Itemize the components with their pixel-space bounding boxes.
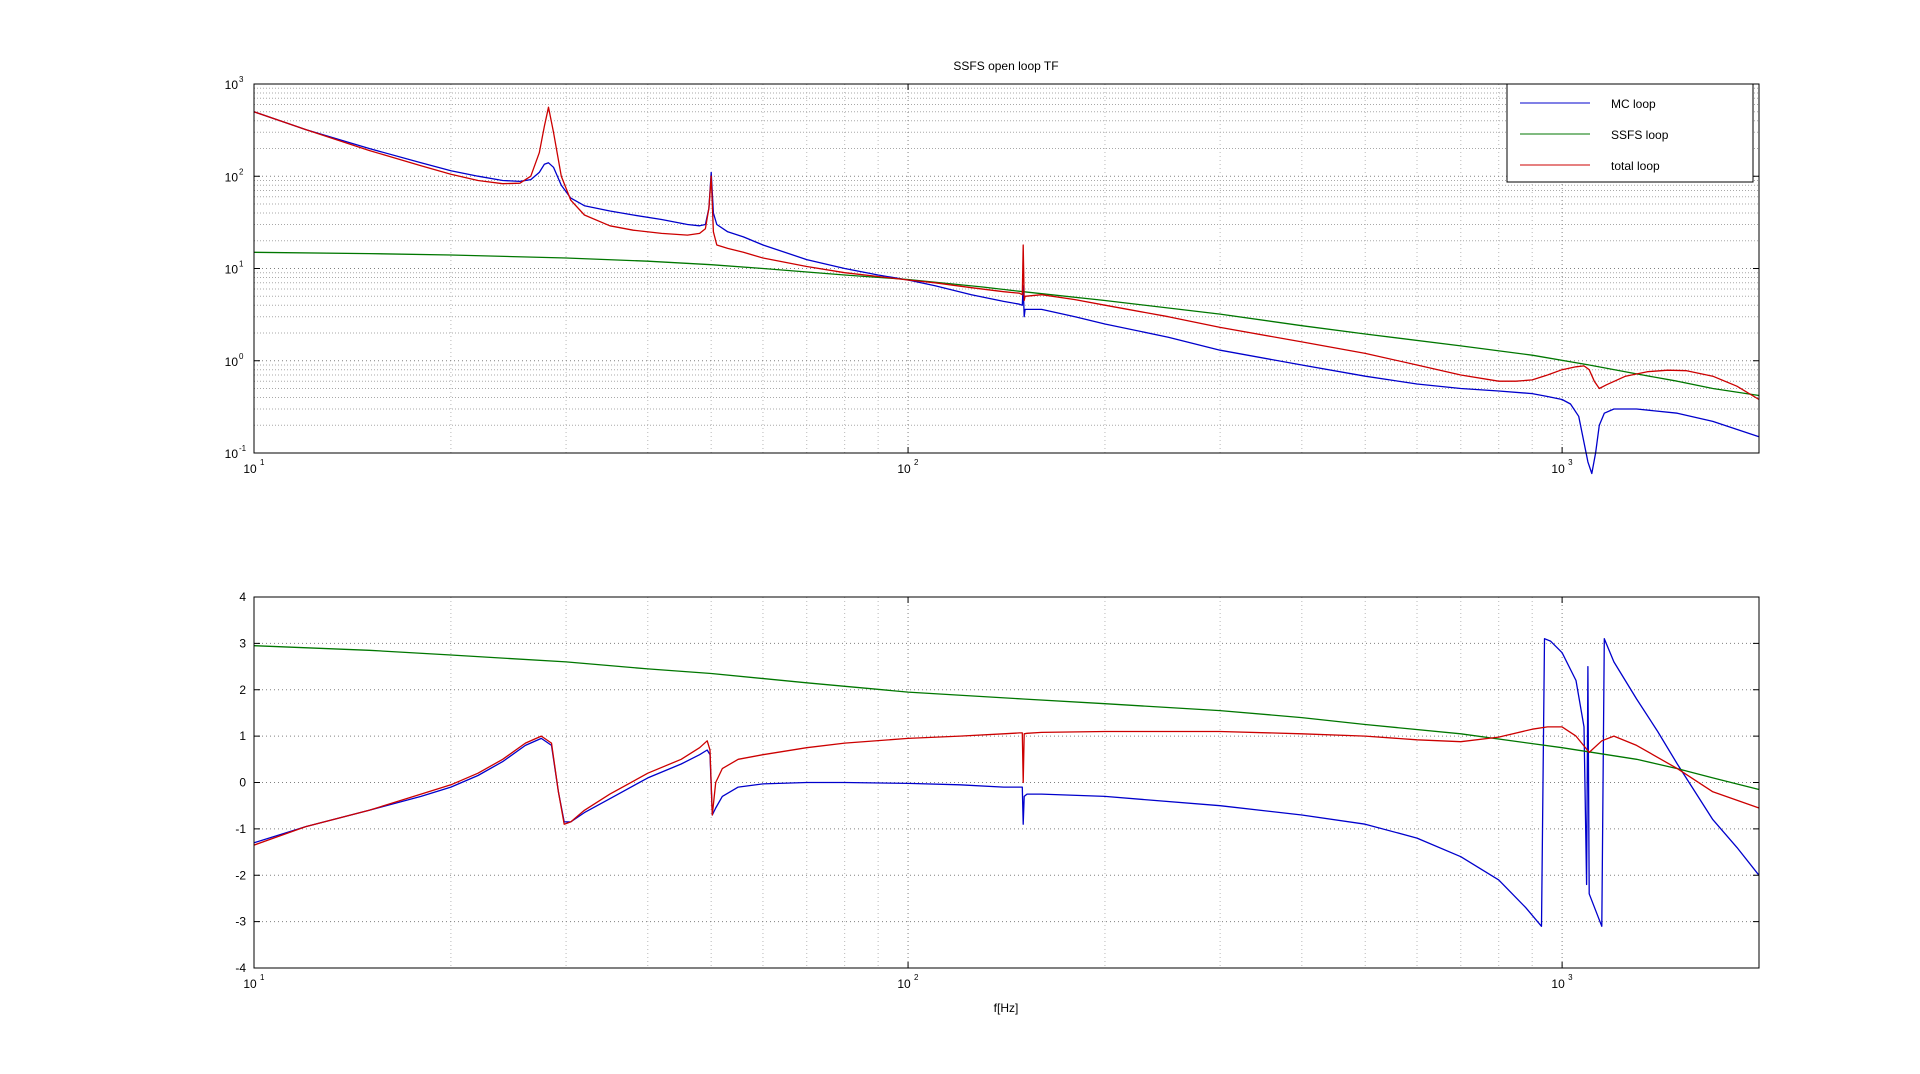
y-tick-label: 10 <box>225 170 239 184</box>
y-tick-label: 2 <box>239 683 246 697</box>
y-tick-label: 10 <box>225 78 239 92</box>
legend-entry-total: total loop <box>1520 159 1660 173</box>
legend-entry-mc: MC loop <box>1520 97 1656 111</box>
x-tick-label-exponent: 1 <box>260 973 265 982</box>
x-tick-label-exponent: 1 <box>260 458 265 467</box>
y-tick-label: 10 <box>225 263 239 277</box>
series-line-total-loop <box>253 106 1760 401</box>
y-tick-label: -3 <box>235 915 246 929</box>
phase-major-gridlines <box>253 597 1759 968</box>
series-line-total-loop <box>253 726 1760 846</box>
series-line-ssfs-loop <box>253 251 1760 397</box>
x-tick-label-exponent: 3 <box>1568 458 1573 467</box>
legend-box <box>1506 83 1754 183</box>
y-tick-label-exponent: 3 <box>239 75 244 84</box>
x-tick-label-exponent: 2 <box>914 458 919 467</box>
x-tick-label-exponent: 3 <box>1568 973 1573 982</box>
x-tick-label-exponent: 2 <box>914 973 919 982</box>
y-tick-label-exponent: 1 <box>239 260 244 269</box>
y-tick-label: 10 <box>225 355 239 369</box>
y-tick-label-exponent: -1 <box>239 444 247 453</box>
x-tick-label: 10 <box>1551 462 1565 476</box>
chart-title: SSFS open loop TF <box>953 59 1058 73</box>
magnitude-ticks: 10 1 10 2 10 310 -110 010 110 210 3 <box>225 75 1759 476</box>
y-tick-label: -4 <box>235 961 246 975</box>
y-tick-label-exponent: 0 <box>239 352 244 361</box>
series-line-mc-loop <box>253 111 1760 475</box>
x-tick-label: 10 <box>243 977 257 991</box>
y-tick-label: 10 <box>225 447 239 461</box>
legend: MC loop SSFS loop total loop <box>1506 83 1754 183</box>
y-tick-label: -1 <box>235 822 246 836</box>
y-tick-label: -2 <box>235 868 246 882</box>
y-tick-label: 4 <box>239 590 246 604</box>
x-axis-label: f[Hz] <box>994 1001 1019 1015</box>
legend-label-ssfs-loop: SSFS loop <box>1611 128 1669 142</box>
y-tick-label: 0 <box>239 776 246 790</box>
legend-label-total-loop: total loop <box>1611 159 1660 173</box>
x-tick-label: 10 <box>243 462 257 476</box>
legend-entry-ssfs: SSFS loop <box>1520 128 1669 142</box>
x-tick-label: 10 <box>1551 977 1565 991</box>
magnitude-plot: 10 1 10 2 10 310 -110 010 110 210 3 SSFS open loop… <box>225 59 1760 476</box>
legend-label-mc-loop: MC loop <box>1611 97 1656 111</box>
magnitude-series-layer <box>253 106 1760 475</box>
y-tick-label: 3 <box>239 636 246 650</box>
x-tick-label: 10 <box>897 977 911 991</box>
y-tick-label-exponent: 2 <box>239 167 244 176</box>
phase-series-layer <box>253 638 1760 927</box>
series-line-ssfs-loop <box>253 645 1760 791</box>
x-tick-label: 10 <box>897 462 911 476</box>
y-tick-label: 1 <box>239 729 246 743</box>
